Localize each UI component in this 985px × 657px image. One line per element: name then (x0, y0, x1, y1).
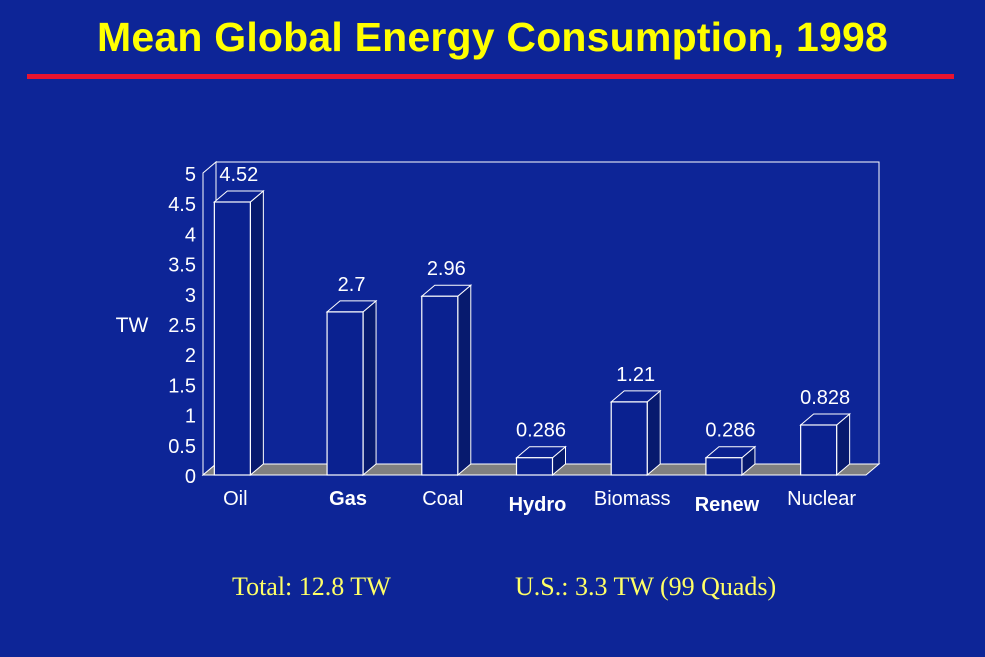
y-tick-label: 1.5 (168, 375, 196, 397)
title-divider (27, 74, 954, 79)
y-tick-label: 2 (185, 345, 196, 367)
bar (213, 201, 251, 476)
y-tick-label: 0.5 (168, 436, 196, 458)
y-tick-label: 4.5 (168, 194, 196, 216)
x-category-label: Nuclear (787, 488, 856, 510)
bar (326, 311, 364, 476)
x-category-label: Gas (329, 488, 367, 510)
y-tick-label: 3 (185, 285, 196, 307)
bar-value-label: 0.286 (705, 420, 755, 442)
footer-total: Total: 12.8 TW (232, 572, 391, 601)
bar (800, 424, 838, 476)
x-category-label: Renew (695, 494, 760, 516)
bar-value-label: 0.286 (516, 420, 566, 442)
y-tick-label: 2.5 (168, 315, 196, 337)
bar-value-label: 0.828 (800, 387, 850, 409)
x-category-label: Biomass (594, 488, 671, 510)
bar-side (457, 284, 472, 477)
bar-value-label: 4.52 (219, 164, 258, 186)
x-category-label: Coal (422, 488, 463, 510)
y-tick-label: 4 (185, 224, 196, 246)
y-tick-label: 3.5 (168, 255, 196, 277)
footer-us: U.S.: 3.3 TW (99 Quads) (515, 572, 777, 601)
x-category-label: Oil (223, 488, 247, 510)
y-tick-label: 1 (185, 406, 196, 428)
chart-back-wall (215, 161, 880, 465)
bar-value-label: 2.96 (427, 258, 466, 280)
bar-value-label: 2.7 (338, 274, 366, 296)
y-tick-label: 5 (185, 164, 196, 186)
x-category-label: Hydro (509, 494, 567, 516)
bar (705, 457, 743, 476)
bar-side (646, 389, 661, 477)
bar-side (362, 299, 377, 477)
bar-value-label: 1.21 (616, 364, 655, 386)
y-tick-label: 0 (185, 466, 196, 488)
bar (515, 457, 554, 476)
bar (610, 401, 648, 476)
bar (421, 295, 459, 476)
bar-side (249, 189, 264, 477)
slide-title: Mean Global Energy Consumption, 1998 (97, 14, 888, 60)
y-axis-label: TW (116, 314, 149, 337)
